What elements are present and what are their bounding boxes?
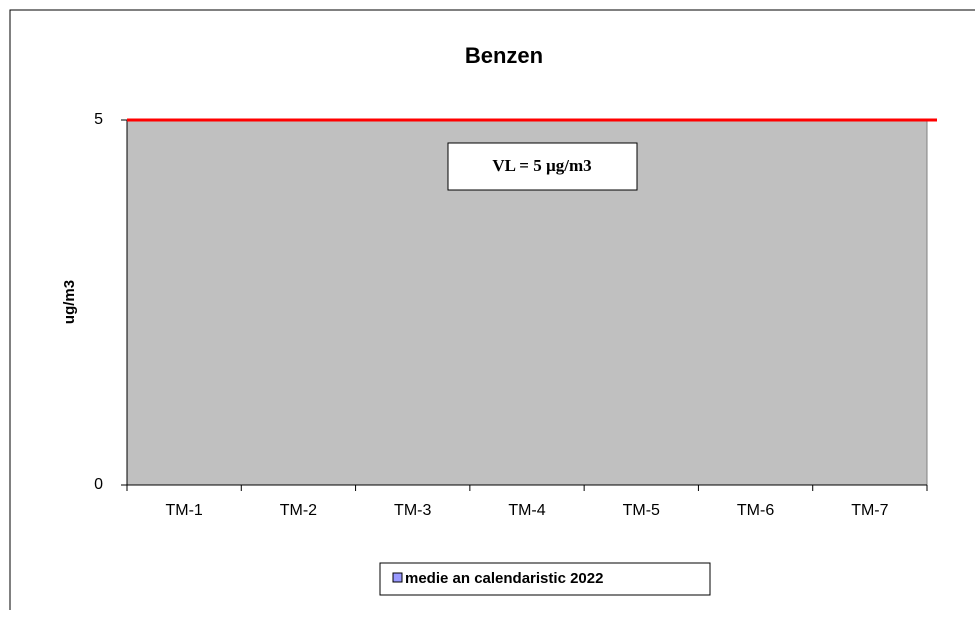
legend-label: medie an calendaristic 2022 xyxy=(405,570,603,587)
x-tick-label: TM-6 xyxy=(737,502,774,519)
x-tick-label: TM-2 xyxy=(280,502,317,519)
y-axis-label: ug/m3 xyxy=(61,280,78,324)
chart-title: Benzen xyxy=(465,43,543,68)
legend-box xyxy=(379,562,711,596)
y-tick-label: 5 xyxy=(94,111,103,128)
x-tick-label: TM-3 xyxy=(394,502,431,519)
annotation: VL = 5 µg/m3 xyxy=(492,156,591,175)
x-tick-label: TM-5 xyxy=(623,502,660,519)
legend-swatch xyxy=(392,572,403,583)
x-tick-label: TM-1 xyxy=(165,502,202,519)
x-tick-label: TM-7 xyxy=(851,502,888,519)
y-tick-label: 0 xyxy=(94,476,103,493)
chart-frame xyxy=(9,9,975,610)
x-tick-label: TM-4 xyxy=(508,502,545,519)
annotation-box xyxy=(447,142,638,191)
